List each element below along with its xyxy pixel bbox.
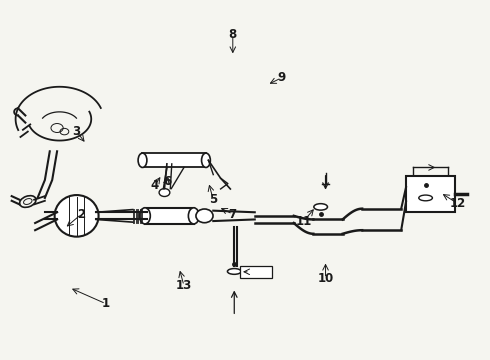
- Text: 8: 8: [229, 28, 237, 41]
- Bar: [145, 208, 194, 224]
- Text: 11: 11: [295, 215, 312, 228]
- Text: 6: 6: [163, 175, 171, 188]
- Ellipse shape: [55, 195, 98, 237]
- Text: 9: 9: [277, 71, 286, 84]
- Bar: [143, 153, 206, 167]
- Ellipse shape: [138, 153, 147, 167]
- Ellipse shape: [196, 209, 213, 223]
- Text: 10: 10: [318, 272, 334, 285]
- Text: 7: 7: [229, 208, 237, 221]
- Ellipse shape: [201, 153, 210, 167]
- Ellipse shape: [227, 269, 241, 274]
- Ellipse shape: [159, 189, 170, 197]
- Text: 5: 5: [209, 193, 218, 206]
- Text: 13: 13: [176, 279, 192, 292]
- Text: 1: 1: [102, 297, 110, 310]
- Bar: [240, 266, 272, 278]
- Text: 2: 2: [77, 208, 86, 221]
- Text: 4: 4: [150, 179, 159, 192]
- Ellipse shape: [314, 204, 327, 210]
- Bar: [406, 176, 455, 212]
- Ellipse shape: [140, 208, 150, 224]
- Text: 3: 3: [73, 125, 81, 138]
- Text: 12: 12: [449, 197, 466, 210]
- Ellipse shape: [188, 208, 199, 224]
- Ellipse shape: [419, 195, 433, 201]
